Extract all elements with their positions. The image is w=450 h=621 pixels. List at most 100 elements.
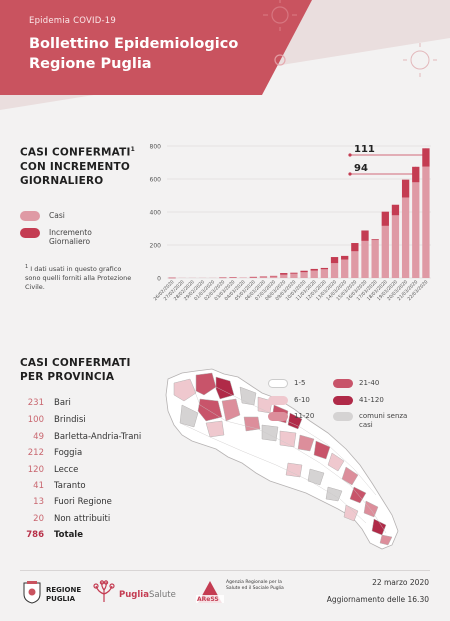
map-legend-swatch (268, 396, 288, 405)
bar-incremento (330, 257, 339, 264)
province-row: 13 Fuori Regione (33, 497, 112, 507)
bar-casi (259, 276, 268, 278)
y-tick-label: 800 (150, 144, 162, 151)
bar-casi (341, 259, 349, 278)
bar-incremento (320, 267, 329, 270)
municipality-borders (179, 378, 387, 534)
bar-incremento (300, 270, 308, 273)
virus-decoration-icon-2 (403, 43, 437, 77)
chart-legend-incremento: Incremento Giornaliero (20, 228, 119, 246)
bar-incremento (168, 277, 176, 279)
province-row: 120 Lecce (27, 465, 79, 475)
bar-incremento (219, 277, 227, 279)
map-legend-1-5: 1-5 (268, 379, 305, 388)
map-legend-21-40: 21-40 (333, 379, 379, 388)
bulletin-update-time: Aggiornamento delle 16.30 (326, 595, 429, 604)
bar-incremento (249, 276, 257, 278)
bar-casi (391, 215, 400, 278)
bar-casi (330, 263, 339, 278)
region-outline (165, 368, 399, 550)
header-kicker: Epidemia COVID-19 (29, 16, 116, 26)
y-tick-label: 0 (157, 276, 161, 283)
annotation-dot (348, 172, 352, 176)
province-row: 49 Barletta-Andria-Trani (33, 432, 142, 442)
annotation-dot (348, 153, 352, 157)
municipality-fills (173, 372, 393, 546)
map-legend-no-cases: comuni senza casi (333, 412, 414, 430)
y-tick-label: 200 (150, 243, 162, 250)
map-legend-swatch (333, 412, 353, 421)
header-red-panel (0, 0, 312, 95)
map-legend-11-20: 11-20 (268, 412, 314, 421)
logo-regione-puglia: REGIONE PUGLIA (46, 586, 82, 603)
bar-incremento (412, 166, 420, 183)
legend-swatch-incremento (20, 228, 40, 238)
bar-casi (361, 240, 369, 278)
bar-casi (401, 197, 410, 278)
bulletin-date: 22 marzo 2020 (372, 578, 429, 587)
bar-incremento (259, 276, 268, 278)
bar-casi (280, 274, 288, 278)
bar-incremento (371, 239, 379, 241)
bar-casi (310, 270, 318, 278)
footer-divider (20, 570, 430, 571)
puglia-map-svg (165, 368, 399, 550)
bar-casi (249, 277, 257, 278)
bar-casi (320, 269, 329, 278)
bar-casi (371, 240, 379, 278)
virus-decoration-icon (263, 0, 297, 66)
bar-casi (381, 225, 389, 278)
bar-casi (269, 276, 278, 278)
province-row: 41 Taranto (33, 481, 86, 491)
cases-chart-svg: 020040060080026/02/202027/02/202028/02/2… (150, 144, 431, 302)
chart-legend-casi: Casi (20, 211, 119, 221)
logo-puglia-salute: PugliaSalute (119, 590, 176, 600)
logo-aress: Agenzia Regionale per la Salute ed il So… (226, 580, 284, 591)
page-title-line2: Regione Puglia (29, 56, 152, 72)
page-title-line1: Bollettino Epidemiologico (29, 36, 239, 52)
puglia-municipalities-map (160, 365, 420, 575)
bar-casi (290, 273, 298, 278)
annotation-label: 111 (354, 144, 375, 155)
chart-section-title: CASI CONFERMATI1 CON INCREMENTO GIORNALI… (20, 146, 136, 187)
chart-footnote: 1 I dati usati in questo grafico sono qu… (25, 264, 132, 292)
map-legend-swatch (268, 379, 288, 388)
bar-incremento (391, 204, 400, 216)
province-total-row: 786 Totale (26, 530, 83, 540)
legend-swatch-casi (20, 211, 40, 221)
bar-incremento (310, 268, 318, 271)
bar-casi (351, 251, 359, 278)
province-row: 20 Non attribuiti (33, 514, 111, 524)
annotation-label: 94 (354, 163, 368, 174)
cases-chart: 0 200 400 600 800 26/02/2020 27/02/2020 28/02/2… (145, 138, 445, 318)
bar-incremento (341, 255, 349, 260)
bar-casi (422, 166, 430, 278)
bar-casi (412, 182, 420, 278)
province-row: 100 Brindisi (27, 415, 86, 425)
province-row: 212 Foggia (27, 448, 83, 458)
province-row: 231 Bari (27, 398, 71, 408)
map-legend-6-10: 6-10 (268, 396, 310, 405)
bar-incremento (361, 230, 369, 241)
map-legend-swatch (333, 396, 353, 405)
map-legend-swatch (333, 379, 353, 388)
bar-incremento (351, 243, 359, 252)
y-tick-label: 600 (150, 177, 162, 184)
map-legend-swatch (268, 412, 288, 421)
bar-incremento (290, 272, 298, 274)
bar-incremento (422, 148, 430, 167)
puglia-salute-tree-icon (93, 580, 115, 602)
aress-logo-icon (196, 581, 224, 603)
province-section-title: CASI CONFERMATI PER PROVINCIA (20, 357, 131, 383)
map-legend-41-120: 41-120 (333, 396, 384, 405)
bar-casi (300, 272, 308, 278)
bar-incremento (269, 275, 278, 277)
y-tick-label: 400 (150, 210, 162, 217)
bar-incremento (381, 211, 389, 226)
header-background (0, 0, 450, 110)
bar-incremento (229, 277, 237, 278)
bar-incremento (280, 273, 288, 275)
regione-puglia-crest-icon (23, 581, 41, 604)
logo-aress-mark: AReSS (197, 596, 219, 603)
